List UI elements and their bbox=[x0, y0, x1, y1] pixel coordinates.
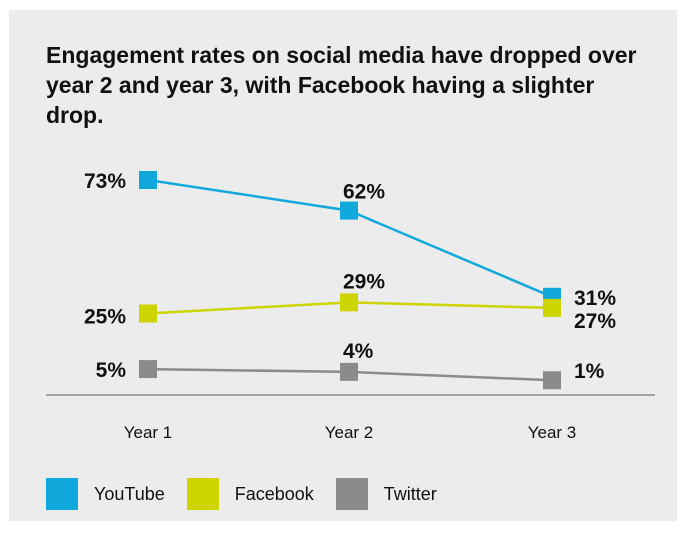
x-tick-labels: Year 1 Year 2 Year 3 bbox=[124, 423, 577, 442]
facebook-point-2 bbox=[340, 293, 358, 312]
legend-item-twitter: Twitter bbox=[335, 478, 437, 510]
legend: YouTube Facebook Twitter bbox=[46, 478, 459, 510]
legend-swatch-facebook bbox=[186, 478, 219, 510]
x-tick-label-3: Year 3 bbox=[528, 423, 577, 442]
facebook-data-label-3: 27% bbox=[574, 310, 616, 333]
twitter-data-label-3: 1% bbox=[574, 360, 605, 383]
twitter-point-1 bbox=[139, 360, 157, 379]
youtube-data-label-1: 73% bbox=[84, 170, 126, 193]
legend-swatch-youtube bbox=[46, 478, 78, 510]
x-tick-label-1: Year 1 bbox=[124, 423, 173, 442]
youtube-data-label-2: 62% bbox=[343, 181, 385, 204]
series-layer bbox=[139, 171, 561, 390]
chart-card bbox=[9, 10, 677, 521]
data-labels: 73% 62% 31% 25% 29% 27% 5% 4% 1% bbox=[84, 170, 616, 383]
facebook-data-label-1: 25% bbox=[84, 305, 126, 328]
youtube-point-2 bbox=[340, 201, 358, 220]
twitter-data-label-2: 4% bbox=[343, 340, 374, 363]
legend-label-youtube: YouTube bbox=[94, 483, 165, 504]
legend-label-facebook: Facebook bbox=[234, 483, 314, 504]
facebook-point-1 bbox=[139, 304, 157, 323]
legend-swatch-twitter bbox=[335, 478, 368, 510]
youtube-data-label-3: 31% bbox=[574, 287, 616, 310]
facebook-data-label-2: 29% bbox=[343, 270, 385, 293]
legend-item-facebook: Facebook bbox=[186, 478, 314, 510]
legend-label-twitter: Twitter bbox=[383, 483, 437, 504]
legend-item-youtube: YouTube bbox=[46, 478, 165, 510]
twitter-data-label-1: 5% bbox=[96, 359, 127, 382]
x-tick-label-2: Year 2 bbox=[325, 423, 374, 442]
facebook-point-3 bbox=[543, 298, 561, 317]
twitter-point-2 bbox=[340, 362, 358, 381]
chart-title: Engagement rates on social media have dr… bbox=[46, 42, 637, 128]
youtube-point-1 bbox=[139, 171, 157, 189]
twitter-point-3 bbox=[543, 371, 561, 390]
